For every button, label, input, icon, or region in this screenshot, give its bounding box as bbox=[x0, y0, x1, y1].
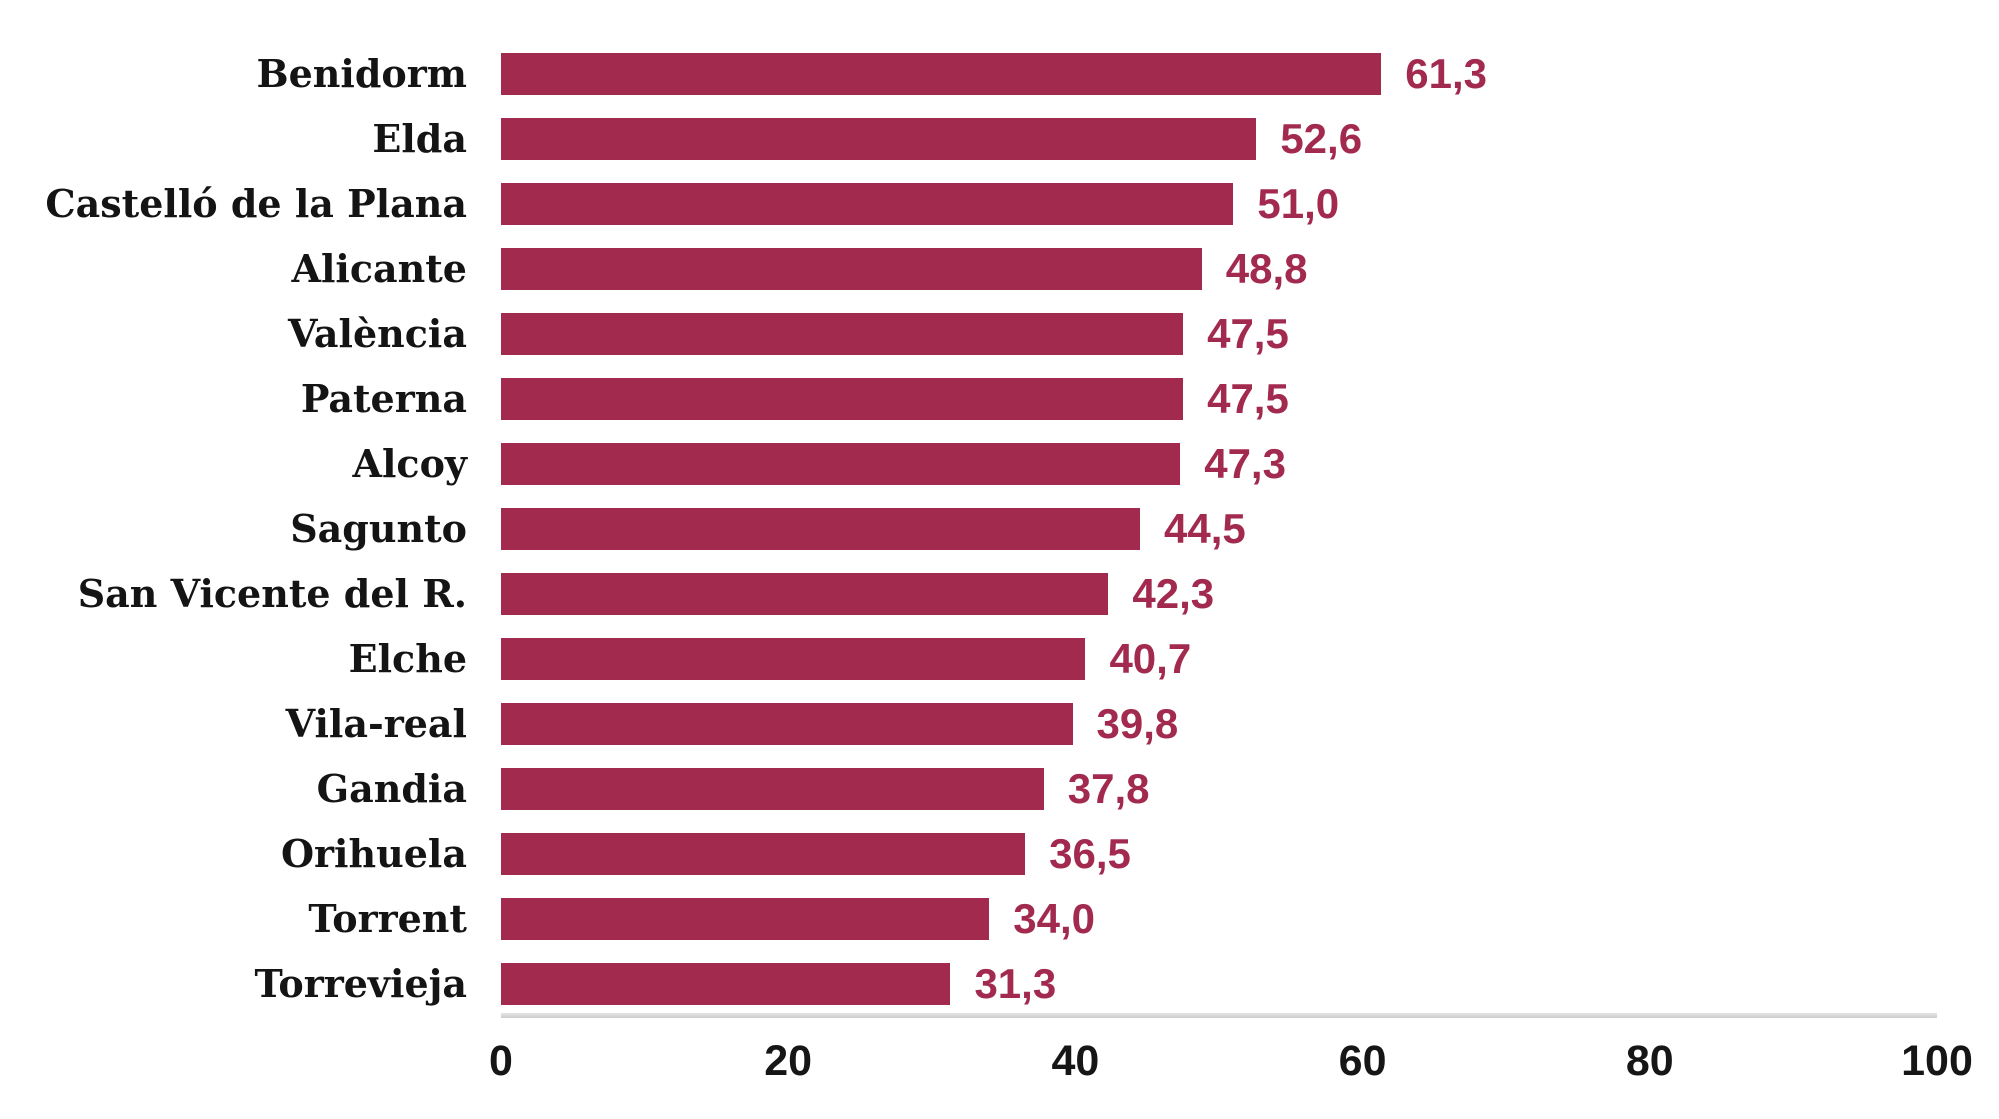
bar bbox=[501, 767, 1044, 810]
bar bbox=[501, 117, 1257, 160]
category-label: Elda bbox=[372, 115, 467, 161]
bar-row: Castelló de la Plana 51,0 bbox=[0, 171, 1999, 236]
value-label: 40,7 bbox=[1109, 634, 1192, 682]
bar-track: 44,5 bbox=[501, 504, 1937, 552]
category-label: Orihuela bbox=[280, 830, 467, 876]
bar bbox=[501, 377, 1184, 420]
x-tick-label: 80 bbox=[1625, 1037, 1674, 1085]
x-tick-label: 60 bbox=[1338, 1037, 1387, 1085]
bar-track: 40,7 bbox=[501, 634, 1937, 682]
value-label: 48,8 bbox=[1225, 244, 1308, 292]
x-axis-line bbox=[501, 1013, 1937, 1018]
bar-row: Orihuela 36,5 bbox=[0, 821, 1999, 886]
bar-row: Torrent 34,0 bbox=[0, 886, 1999, 951]
value-label: 37,8 bbox=[1067, 764, 1150, 812]
bar bbox=[501, 832, 1026, 875]
bar-track: 47,5 bbox=[501, 374, 1937, 422]
category-label: Vila-real bbox=[285, 700, 467, 746]
bar-track: 47,3 bbox=[501, 439, 1937, 487]
x-axis-ticks: 0 20 40 60 80 100 bbox=[489, 1037, 1973, 1100]
category-label: Paterna bbox=[300, 375, 467, 421]
category-label: Alcoy bbox=[352, 440, 467, 486]
bar-row: Alcoy 47,3 bbox=[0, 431, 1999, 496]
bar-row: Vila-real 39,8 bbox=[0, 691, 1999, 756]
category-label: Torrevieja bbox=[254, 960, 467, 1006]
bar-track: 52,6 bbox=[501, 114, 1937, 162]
category-label: Elche bbox=[348, 635, 467, 681]
bar-track: 47,5 bbox=[501, 309, 1937, 357]
bar-row: Paterna 47,5 bbox=[0, 366, 1999, 431]
value-label: 47,5 bbox=[1207, 309, 1289, 357]
value-label: 36,5 bbox=[1049, 829, 1131, 877]
bar-track: 37,8 bbox=[501, 764, 1937, 812]
bar-row: Torrevieja 31,3 bbox=[0, 951, 1999, 1016]
bar-row: Elda 52,6 bbox=[0, 106, 1999, 171]
value-label: 42,3 bbox=[1132, 569, 1215, 617]
bar-track: 51,0 bbox=[501, 179, 1937, 227]
category-label: València bbox=[287, 310, 467, 356]
value-label: 47,5 bbox=[1207, 374, 1289, 422]
bar bbox=[501, 962, 951, 1005]
bar-row: San Vicente del R. 42,3 bbox=[0, 561, 1999, 626]
bar bbox=[501, 897, 990, 940]
bar-row: Benidorm 61,3 bbox=[0, 41, 1999, 106]
category-label: Castelló de la Plana bbox=[45, 180, 467, 226]
category-label: San Vicente del R. bbox=[77, 570, 467, 616]
x-tick-label: 100 bbox=[1901, 1037, 1973, 1085]
bar bbox=[501, 52, 1382, 95]
bar bbox=[501, 312, 1184, 355]
value-label: 51,0 bbox=[1257, 179, 1340, 227]
bar-track: 36,5 bbox=[501, 829, 1937, 877]
bar-track: 42,3 bbox=[501, 569, 1937, 617]
bar bbox=[501, 572, 1109, 615]
value-label: 47,3 bbox=[1204, 439, 1286, 487]
x-tick-label: 0 bbox=[489, 1037, 513, 1085]
bar-track: 39,8 bbox=[501, 699, 1937, 747]
category-label: Sagunto bbox=[290, 505, 467, 551]
bar bbox=[501, 182, 1234, 225]
bar bbox=[501, 442, 1181, 485]
bar-row: Alicante 48,8 bbox=[0, 236, 1999, 301]
value-label: 61,3 bbox=[1405, 49, 1488, 97]
bar bbox=[501, 507, 1141, 550]
category-label: Benidorm bbox=[256, 50, 467, 96]
bar bbox=[501, 247, 1202, 290]
bar-row: Sagunto 44,5 bbox=[0, 496, 1999, 561]
bar-row: València 47,5 bbox=[0, 301, 1999, 366]
category-label: Gandia bbox=[316, 765, 467, 811]
category-label: Alicante bbox=[291, 245, 467, 291]
bar-row: Elche 40,7 bbox=[0, 626, 1999, 691]
bar-track: 34,0 bbox=[501, 894, 1937, 942]
value-label: 44,5 bbox=[1164, 504, 1246, 552]
chart-rows: Benidorm 61,3 Elda 52,6 Castelló de la P… bbox=[0, 41, 1999, 1016]
bar-track: 31,3 bbox=[501, 959, 1937, 1007]
bar-track: 48,8 bbox=[501, 244, 1937, 292]
value-label: 34,0 bbox=[1013, 894, 1095, 942]
bar bbox=[501, 637, 1086, 680]
bar-row: Gandia 37,8 bbox=[0, 756, 1999, 821]
value-label: 31,3 bbox=[974, 959, 1057, 1007]
bar bbox=[501, 702, 1073, 745]
value-label: 52,6 bbox=[1280, 114, 1363, 162]
x-tick-label: 40 bbox=[1051, 1037, 1100, 1085]
bar-track: 61,3 bbox=[501, 49, 1937, 97]
value-label: 39,8 bbox=[1096, 699, 1179, 747]
x-tick-label: 20 bbox=[764, 1037, 813, 1085]
category-label: Torrent bbox=[308, 895, 467, 941]
